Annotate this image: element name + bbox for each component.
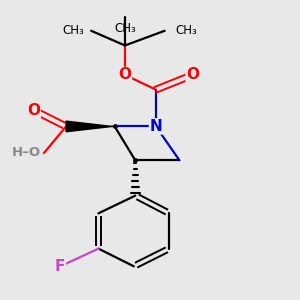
Text: N: N: [149, 119, 162, 134]
Text: O: O: [118, 68, 131, 82]
Text: F: F: [55, 259, 65, 274]
Text: CH₃: CH₃: [175, 24, 197, 37]
Text: O: O: [186, 68, 199, 82]
Text: O: O: [27, 103, 40, 118]
Text: CH₃: CH₃: [114, 22, 136, 35]
Text: CH₃: CH₃: [62, 24, 84, 37]
Polygon shape: [66, 121, 115, 132]
Text: H–O: H–O: [12, 146, 41, 159]
